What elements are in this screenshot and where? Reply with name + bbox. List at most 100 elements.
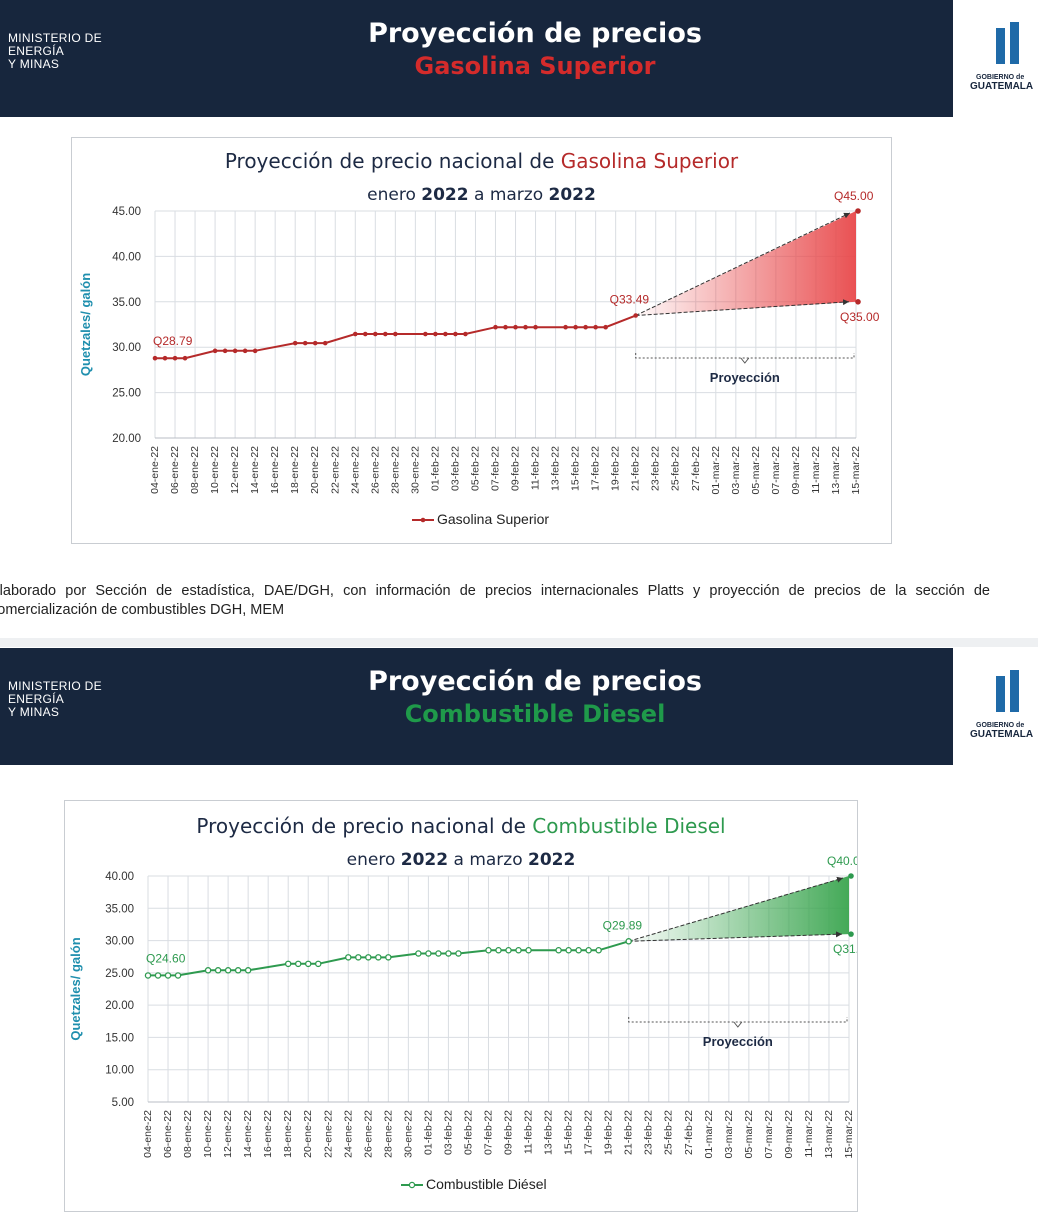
chart-subtitle: enero 2022 a marzo 2022 bbox=[347, 850, 576, 870]
y-tick-label: 25.00 bbox=[105, 968, 134, 980]
annotation-low: Q31.00 bbox=[833, 942, 857, 956]
series-point bbox=[144, 972, 152, 979]
ministry-line-2: ENERGÍA bbox=[8, 692, 65, 706]
series-point bbox=[583, 324, 588, 330]
banner-title: Proyección de precios bbox=[368, 18, 702, 49]
x-tick-label: 09-mar-22 bbox=[783, 1110, 795, 1159]
y-tick-label: 25.00 bbox=[112, 388, 141, 400]
x-tick-label: 05-mar-22 bbox=[750, 446, 762, 495]
series-point bbox=[393, 331, 398, 337]
x-tick-label: 24-ene-22 bbox=[342, 1110, 354, 1158]
x-tick-label: 13-feb-22 bbox=[543, 1110, 555, 1155]
series-point bbox=[525, 947, 532, 954]
series-point bbox=[603, 324, 608, 330]
x-tick-label: 27-feb-22 bbox=[683, 1110, 695, 1155]
chart-gasolina-superior: Proyección de precio nacional de Gasolin… bbox=[71, 137, 892, 544]
series-point bbox=[385, 954, 392, 961]
projection-label: Proyección bbox=[710, 370, 780, 385]
series-point bbox=[505, 947, 512, 954]
logo-text-1: GOBIERNO de bbox=[976, 722, 1025, 729]
x-tick-label: 10-ene-22 bbox=[202, 1110, 214, 1158]
series-point bbox=[232, 348, 238, 354]
x-tick-label: 03-feb-22 bbox=[442, 1110, 454, 1155]
x-tick-label: 24-ene-22 bbox=[349, 446, 361, 494]
y-tick-label: 35.00 bbox=[112, 297, 141, 309]
x-tick-label: 26-ene-22 bbox=[369, 446, 381, 494]
series-point bbox=[345, 954, 352, 961]
y-tick-label: 35.00 bbox=[105, 903, 134, 915]
x-tick-label: 07-feb-22 bbox=[482, 1110, 494, 1155]
x-tick-label: 20-ene-22 bbox=[309, 446, 321, 494]
x-tick-label: 23-feb-22 bbox=[650, 446, 662, 491]
series-point bbox=[252, 348, 258, 354]
x-tick-label: 13-feb-22 bbox=[550, 446, 562, 491]
series-point bbox=[463, 331, 468, 337]
x-tick-label: 09-feb-22 bbox=[503, 1110, 515, 1155]
projection-line-high bbox=[635, 212, 851, 316]
x-tick-label: 03-mar-22 bbox=[723, 1110, 735, 1159]
logo-bars-icon bbox=[996, 670, 1024, 712]
series-point bbox=[415, 950, 422, 957]
x-tick-label: 18-ene-22 bbox=[282, 1110, 294, 1158]
series-line bbox=[155, 314, 637, 360]
x-tick-label: 21-feb-22 bbox=[630, 446, 642, 491]
series-point bbox=[563, 324, 568, 330]
ministry-name: MINISTERIO DE ENERGÍA Y MINAS bbox=[8, 32, 102, 71]
x-tick-label: 12-ene-22 bbox=[229, 446, 241, 494]
chart-title: Proyección de precio nacional de Gasolin… bbox=[225, 149, 739, 173]
series-point bbox=[292, 340, 298, 346]
series-point bbox=[453, 331, 458, 337]
chart-svg-gasolina: Proyección de precio nacional de Gasolin… bbox=[78, 149, 880, 527]
series-point bbox=[585, 947, 592, 954]
series-point bbox=[152, 355, 158, 361]
x-tick-label: 03-feb-22 bbox=[449, 446, 461, 491]
series-point bbox=[294, 960, 302, 968]
x-tick-label: 18-ene-22 bbox=[289, 446, 301, 494]
series-point bbox=[433, 331, 438, 337]
x-tick-label: 25-feb-22 bbox=[663, 1110, 675, 1155]
series-point bbox=[443, 331, 448, 337]
x-tick-label: 05-feb-22 bbox=[469, 446, 481, 491]
series-point bbox=[555, 947, 562, 954]
series-point bbox=[493, 324, 498, 330]
legend-label: Gasolina Superior bbox=[437, 511, 549, 527]
projection-point-high bbox=[848, 873, 854, 879]
series-point bbox=[304, 960, 312, 968]
y-axis-label: Quetzales/ galón bbox=[78, 273, 93, 376]
x-tick-label: 21-feb-22 bbox=[623, 1110, 635, 1155]
series-point bbox=[365, 954, 372, 961]
series-point bbox=[234, 967, 242, 974]
y-tick-label: 10.00 bbox=[105, 1065, 134, 1077]
y-tick-label: 20.00 bbox=[112, 433, 141, 445]
x-tick-label: 28-ene-22 bbox=[382, 1110, 394, 1158]
ministry-line-3: Y MINAS bbox=[8, 705, 60, 719]
y-tick-label: 30.00 bbox=[112, 342, 141, 354]
x-tick-label: 15-mar-22 bbox=[843, 1110, 855, 1159]
x-tick-label: 17-feb-22 bbox=[583, 1110, 595, 1155]
legend-swatch-marker bbox=[420, 517, 426, 523]
x-tick-label: 23-feb-22 bbox=[643, 1110, 655, 1155]
banner-subtitle: Gasolina Superior bbox=[414, 52, 656, 80]
x-tick-label: 16-ene-22 bbox=[269, 446, 281, 494]
x-tick-label: 22-ene-22 bbox=[322, 1110, 334, 1158]
x-tick-label: 14-ene-22 bbox=[242, 1110, 254, 1158]
y-tick-label: 30.00 bbox=[105, 936, 134, 948]
series-point bbox=[533, 324, 538, 330]
series-point bbox=[322, 340, 328, 346]
x-tick-label: 06-ene-22 bbox=[162, 1110, 174, 1158]
x-tick-label: 07-mar-22 bbox=[763, 1110, 775, 1159]
x-tick-label: 01-feb-22 bbox=[429, 446, 441, 491]
x-tick-label: 08-ene-22 bbox=[189, 446, 201, 494]
series-point bbox=[174, 972, 182, 979]
series-point bbox=[523, 324, 528, 330]
series-point bbox=[242, 348, 248, 354]
series-point bbox=[375, 954, 382, 961]
x-tick-label: 09-feb-22 bbox=[510, 446, 522, 491]
government-logo: GOBIERNO de GUATEMALA bbox=[958, 648, 1038, 768]
x-tick-label: 13-mar-22 bbox=[830, 446, 842, 495]
series-point bbox=[485, 947, 492, 954]
series-point bbox=[164, 972, 172, 979]
x-tick-label: 01-mar-22 bbox=[703, 1110, 715, 1159]
series-point bbox=[363, 331, 368, 337]
chart-combustible-diesel: Proyección de precio nacional de Combust… bbox=[64, 800, 858, 1212]
